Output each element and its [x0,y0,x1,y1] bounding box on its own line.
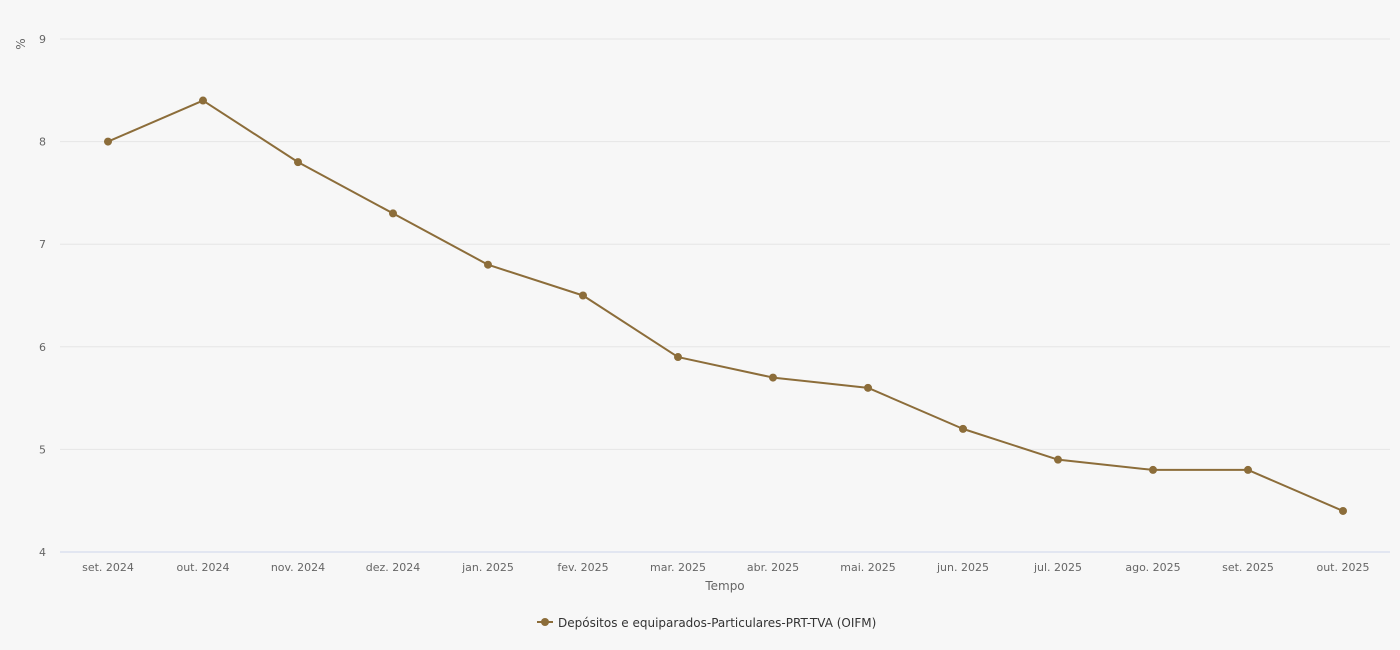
series-layer [104,96,1347,515]
legend-item-label[interactable]: Depósitos e equiparados-Particulares-PRT… [558,616,876,630]
x-tick-label: jul. 2025 [1033,561,1082,574]
y-axis-title: % [14,38,28,49]
x-tick-label: abr. 2025 [747,561,799,574]
legend-marker [541,618,549,626]
data-point[interactable] [959,424,967,433]
y-tick-label: 6 [39,341,46,354]
x-tick-label: out. 2025 [1316,561,1369,574]
x-tick-label: mai. 2025 [840,561,896,574]
x-tick-label: set. 2025 [1222,561,1274,574]
data-point[interactable] [769,373,777,382]
data-point[interactable] [199,96,207,105]
x-tick-label: nov. 2024 [271,561,325,574]
data-point[interactable] [1339,506,1347,515]
y-tick-label: 9 [39,33,46,46]
x-tick-label: out. 2024 [176,561,229,574]
series-line[interactable] [107,99,1344,512]
data-point[interactable] [484,260,492,269]
x-tick-label: jun. 2025 [936,561,989,574]
data-point[interactable] [1149,465,1157,474]
data-point[interactable] [389,209,397,218]
data-point[interactable] [1244,465,1252,474]
x-tick-label: fev. 2025 [557,561,608,574]
data-point[interactable] [674,353,682,362]
y-tick-label: 7 [39,238,46,251]
grid-layer [60,38,1390,553]
data-point[interactable] [579,291,587,300]
data-point[interactable] [104,137,112,146]
x-tick-label: mar. 2025 [650,561,706,574]
x-tick-label: ago. 2025 [1125,561,1180,574]
data-point[interactable] [864,383,872,392]
x-tick-label: dez. 2024 [366,561,421,574]
x-axis-title: Tempo [704,579,744,593]
legend[interactable]: Depósitos e equiparados-Particulares-PRT… [537,616,876,630]
data-point[interactable] [1054,455,1062,464]
x-tick-label: jan. 2025 [461,561,514,574]
x-tick-label: set. 2024 [82,561,134,574]
y-tick-label: 5 [39,443,46,456]
y-axis-ticks: 4 5 6 7 8 9 [39,33,46,559]
x-axis-ticks: set. 2024 out. 2024 nov. 2024 dez. 2024 jan.… [82,561,1369,574]
data-point[interactable] [294,158,302,167]
y-tick-label: 4 [39,546,46,559]
y-tick-label: 8 [39,136,46,149]
